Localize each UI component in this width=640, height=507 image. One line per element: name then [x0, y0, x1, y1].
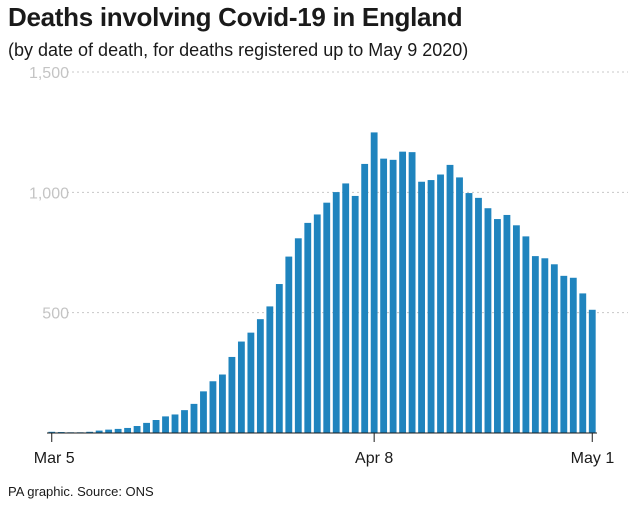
bar: [86, 431, 94, 433]
bar: [219, 374, 226, 433]
bar: [399, 151, 407, 433]
x-axis: Mar 5 Apr 8 May 1: [34, 432, 615, 467]
bar: [351, 195, 359, 433]
bar: [313, 214, 321, 433]
y-tick-label: 1,000: [29, 185, 69, 202]
bar: [427, 180, 435, 433]
bar: [408, 152, 416, 433]
bar: [323, 202, 331, 433]
bar: [465, 193, 473, 433]
bar: [275, 284, 283, 433]
bar: [475, 197, 482, 433]
bar: [550, 264, 558, 433]
bar: [181, 410, 188, 433]
bar: [237, 341, 245, 433]
y-tick-label: 500: [42, 306, 69, 323]
bar: [114, 428, 122, 433]
bar: [531, 256, 539, 433]
bar: [361, 163, 369, 433]
bar: [569, 277, 577, 433]
bar: [380, 158, 388, 433]
bar: [522, 236, 530, 433]
bar: [588, 309, 596, 433]
chart-subtitle: (by date of death, for deaths registered…: [8, 40, 469, 60]
bar: [494, 219, 501, 433]
bar: [342, 183, 350, 433]
source-note: PA graphic. Source: ONS: [8, 484, 154, 499]
bar: [503, 214, 511, 433]
x-tick-label: Apr 8: [355, 450, 393, 467]
bar: [294, 238, 302, 433]
bar: [389, 159, 397, 433]
bars: [48, 132, 596, 433]
bar: [190, 403, 198, 433]
x-tick-label: May 1: [571, 450, 615, 467]
y-axis-ticks: 500 1,000 1,500: [29, 65, 69, 323]
bar: [228, 356, 236, 433]
bar: [304, 222, 312, 433]
bar: [152, 420, 160, 433]
chart-title: Deaths involving Covid-19 in England: [8, 2, 463, 32]
bar: [332, 192, 340, 433]
bar: [247, 332, 255, 433]
bar: [256, 319, 264, 433]
bar: [446, 164, 454, 433]
bar: [105, 429, 113, 433]
bar: [48, 431, 56, 433]
bar: [209, 381, 217, 433]
bar: [124, 427, 132, 433]
bar: [541, 258, 549, 433]
bar: [512, 225, 520, 433]
bar: [437, 174, 444, 433]
bar: [285, 256, 293, 433]
x-tick-label: Mar 5: [34, 450, 75, 467]
bar: [143, 422, 150, 433]
bar: [162, 416, 169, 433]
bar: [133, 426, 141, 433]
bar: [171, 414, 179, 433]
y-tick-label: 1,500: [29, 65, 69, 82]
bar: [560, 275, 568, 433]
bar: [579, 293, 587, 433]
bar: [456, 177, 463, 433]
bar: [200, 391, 207, 433]
bar: [484, 208, 492, 433]
bar: [95, 430, 103, 433]
bar: [266, 306, 274, 433]
bar: [418, 181, 425, 433]
bar: [370, 132, 378, 433]
